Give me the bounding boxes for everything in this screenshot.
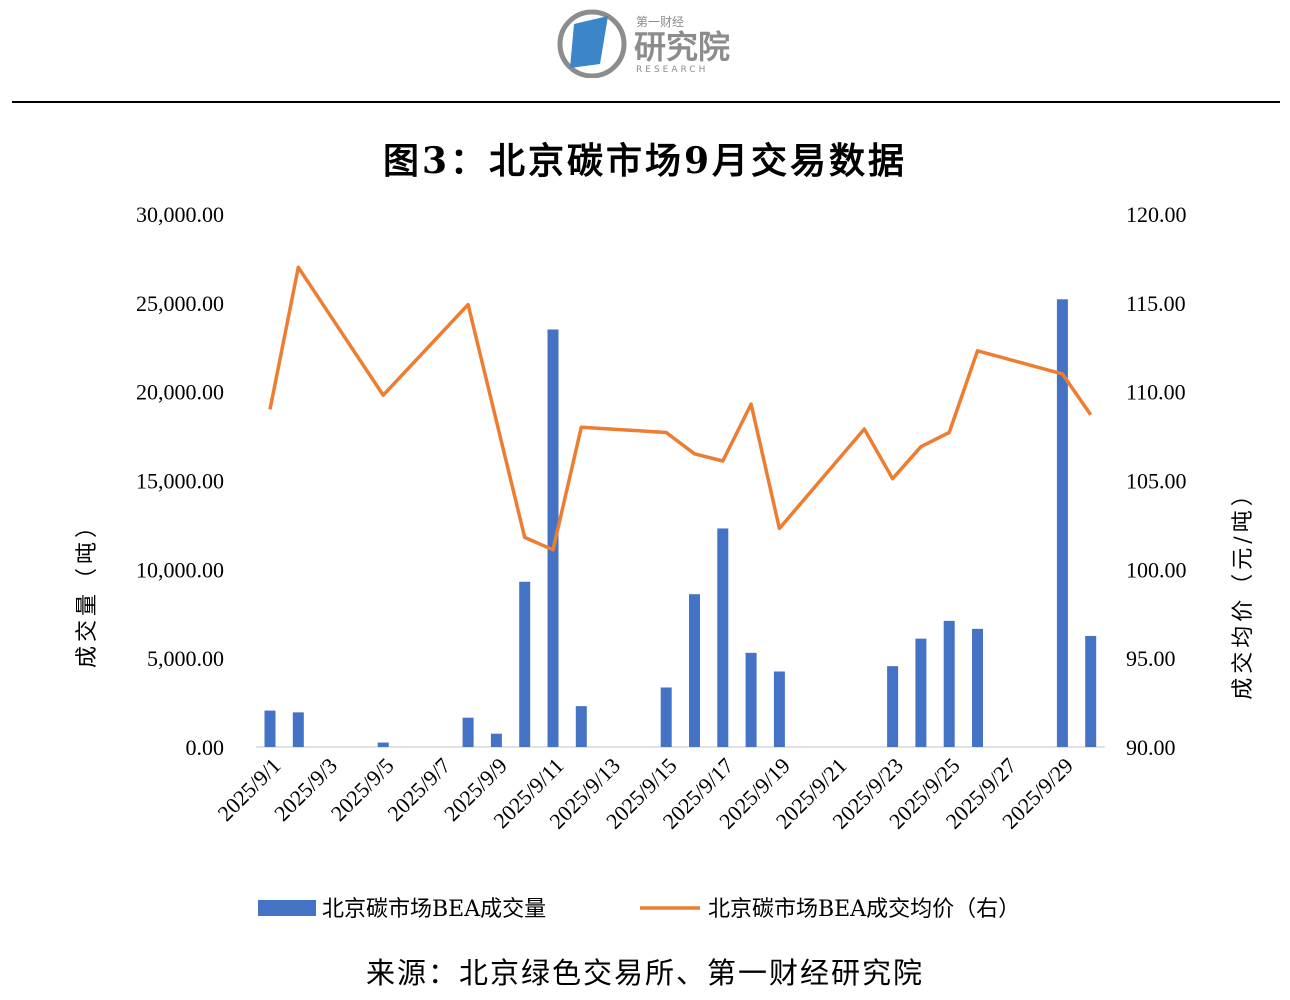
volume-bar: [660, 687, 672, 747]
left-tick-label: 10,000.00: [136, 557, 224, 582]
volume-bar: [1085, 635, 1097, 747]
volume-bar: [462, 717, 474, 747]
logo-small-text: 第一财经: [636, 15, 684, 29]
volume-bar: [264, 710, 276, 747]
left-tick-label: 5,000.00: [147, 646, 224, 671]
source-note: 来源：北京绿色交易所、第一财经研究院: [365, 956, 924, 990]
left-tick-label: 15,000.00: [136, 469, 224, 494]
volume-bar: [490, 733, 502, 747]
volume-bar: [972, 628, 983, 747]
right-tick-label: 110.00: [1126, 380, 1186, 405]
report-header: 第一财经 研究院 RESEARCH: [0, 0, 1290, 104]
volume-bars: [264, 299, 1097, 747]
left-axis-title: 成交量（吨）: [75, 512, 100, 668]
volume-bar: [717, 528, 729, 747]
logo-sub-text: RESEARCH: [636, 65, 708, 75]
volume-bar: [519, 581, 531, 747]
volume-bar: [547, 329, 559, 747]
chart-title: 图3：北京碳市场9月交易数据: [382, 140, 908, 182]
volume-bar: [887, 666, 899, 747]
volume-bar: [943, 620, 955, 747]
left-tick-label: 0.00: [186, 735, 225, 760]
volume-bar: [915, 638, 927, 747]
right-tick-label: 100.00: [1126, 557, 1187, 582]
chart-legend: 北京碳市场BEA成交量 北京碳市场BEA成交均价（右）: [258, 897, 1020, 922]
left-tick-label: 25,000.00: [136, 291, 224, 316]
left-tick-label: 20,000.00: [136, 380, 224, 405]
right-tick-label: 115.00: [1126, 291, 1186, 316]
right-tick-label: 105.00: [1126, 469, 1187, 494]
x-axis-ticks: 2025/9/12025/9/32025/9/52025/9/72025/9/9…: [213, 753, 1078, 834]
left-axis-ticks: 0.00 5,000.00 10,000.00 15,000.00 20,000.00 2…: [136, 202, 224, 760]
chart-canvas: 0.00 5,000.00 10,000.00 15,000.00 20,000.00 2…: [75, 202, 1256, 922]
price-line: [268, 265, 1093, 552]
logo-emblem-wing: [570, 16, 608, 68]
legend-line-label: 北京碳市场BEA成交均价（右）: [708, 897, 1020, 922]
right-axis-title: 成交均价（元/吨）: [1231, 480, 1256, 699]
volume-bar: [1056, 299, 1068, 747]
left-tick-label: 30,000.00: [136, 202, 224, 227]
right-axis-ticks: 90.00 95.00 100.00 105.00 110.00 115.00 120.00: [1126, 202, 1187, 760]
logo-big-text: 研究院: [634, 28, 730, 66]
research-institute-logo: 第一财经 研究院 RESEARCH: [557, 9, 730, 78]
legend-bar-label: 北京碳市场BEA成交量: [322, 897, 546, 922]
header-divider: [12, 101, 1280, 103]
volume-bar: [575, 706, 587, 747]
right-tick-label: 90.00: [1126, 735, 1176, 760]
logo-emblem-ring: [557, 9, 627, 78]
volume-bar: [292, 712, 304, 747]
volume-bar: [377, 742, 389, 747]
right-tick-label: 120.00: [1126, 202, 1187, 227]
volume-bar: [745, 652, 757, 747]
right-tick-label: 95.00: [1126, 646, 1176, 671]
volume-bar: [689, 594, 700, 747]
volume-bar: [773, 671, 785, 747]
legend-bar-swatch: [258, 900, 316, 916]
